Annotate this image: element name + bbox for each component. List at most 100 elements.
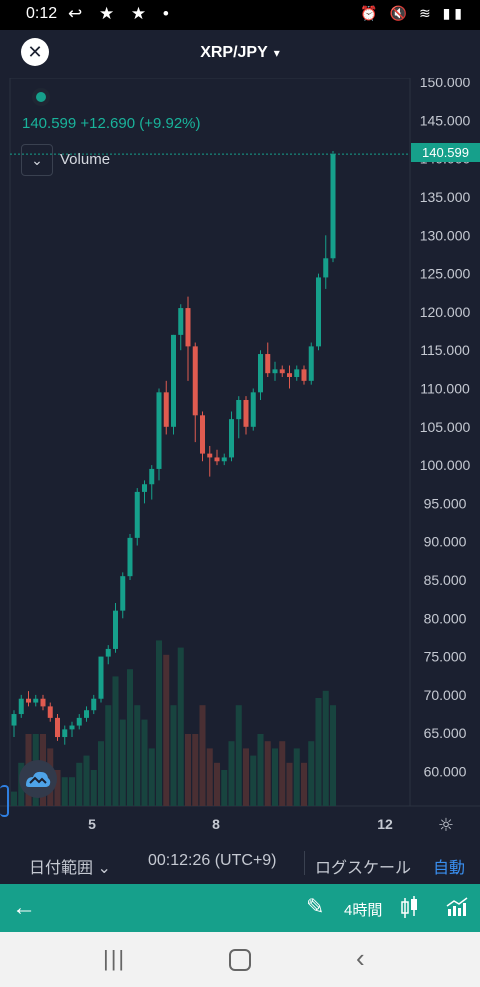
candle-body: [229, 419, 234, 458]
volume-bar: [83, 755, 90, 806]
chart-header: [0, 30, 480, 78]
quote-line: 140.599 +12.690 (+9.92%): [22, 115, 201, 132]
divider: [304, 851, 305, 875]
x-tick-label: 5: [88, 816, 96, 832]
chevron-down-icon: ▾: [273, 46, 280, 60]
candle-body: [98, 656, 104, 699]
candle-body: [156, 392, 162, 469]
candle-body: [243, 399, 249, 427]
candle-body: [69, 725, 75, 730]
indicators-icon[interactable]: [446, 897, 468, 917]
home-button[interactable]: [229, 949, 251, 971]
candle-body: [207, 453, 213, 458]
candle-body: [250, 392, 256, 427]
candle-body: [330, 154, 336, 259]
y-tick-label: 120.000: [420, 304, 471, 320]
volume-bar: [90, 770, 97, 806]
log-scale-toggle[interactable]: ログスケール: [315, 860, 412, 877]
x-axis-ticks: 5 8 12 ☼: [88, 815, 454, 836]
y-tick-label: 115.000: [420, 342, 470, 358]
volume-bar: [308, 741, 315, 806]
volume-bar: [148, 748, 155, 806]
y-tick-label: 75.000: [424, 649, 467, 665]
candle-body: [113, 610, 118, 649]
interval-selector[interactable]: 4時間: [344, 902, 383, 919]
volume-bar: [163, 654, 170, 806]
candle-body: [178, 308, 184, 335]
volume-bar: [322, 690, 329, 806]
price-chart[interactable]: 150.000145.000140.000135.000130.000125.0…: [0, 78, 480, 840]
pencil-icon[interactable]: ✎: [306, 894, 325, 919]
volume-bar: [250, 755, 257, 806]
y-tick-label: 60.000: [424, 764, 467, 780]
candlestick-type-icon[interactable]: [401, 896, 419, 920]
candle-body: [127, 537, 133, 577]
pair-selector[interactable]: XRP/JPY ▾: [0, 44, 480, 62]
scroll-handle[interactable]: [0, 785, 9, 817]
volume-label: Volume: [60, 151, 111, 168]
candle-body: [163, 392, 169, 427]
candles: [11, 151, 336, 745]
candle-body: [192, 346, 198, 416]
volume-bar: [134, 705, 141, 806]
volume-bar: [286, 762, 293, 806]
tradingview-logo-icon[interactable]: [19, 760, 57, 798]
volume-bar: [228, 741, 235, 806]
volume-bar: [98, 741, 104, 806]
candle-body: [279, 369, 285, 374]
volume-bar: [264, 741, 271, 806]
settings-gear-icon[interactable]: ☼: [438, 815, 454, 836]
notification-icons: ↩ ★ ★ •: [68, 4, 175, 23]
time-range-bar: 日付範囲 ⌄ 00:12:26 (UTC+9) ログスケール 自動: [0, 843, 480, 883]
volume-toggle-chevron-icon[interactable]: ⌄: [21, 144, 53, 176]
quote-change-pct: (+9.92%): [139, 115, 201, 132]
candle-body: [258, 354, 263, 393]
candle-body: [33, 698, 39, 703]
candle-body: [287, 373, 292, 378]
plot-frame: [9, 78, 411, 807]
candle-body: [142, 484, 147, 492]
last-price-tag: 140.599: [411, 143, 480, 162]
volume-bar: [61, 777, 68, 806]
volume-bar: [235, 705, 242, 806]
date-range-button[interactable]: 日付範囲 ⌄: [29, 860, 111, 877]
y-tick-label: 95.000: [424, 495, 467, 511]
y-tick-label: 65.000: [424, 725, 467, 741]
status-bar: 0:12 ↩ ★ ★ • ⏰ 🔇 ≋ ▮▮: [0, 0, 480, 30]
utc-clock[interactable]: 00:12:26 (UTC+9): [148, 852, 277, 869]
volume-bar: [293, 748, 300, 806]
candle-body: [84, 710, 89, 718]
candle-body: [134, 491, 140, 538]
xrp-logo-icon[interactable]: ✕: [21, 38, 49, 66]
y-tick-label: 150.000: [420, 78, 471, 90]
volume-bar: [156, 640, 162, 806]
volume-bar: [185, 734, 191, 806]
recent-apps-button[interactable]: |||: [103, 946, 127, 971]
candle-body: [272, 369, 278, 374]
auto-scale-toggle[interactable]: 自動: [433, 860, 466, 877]
candle-body: [308, 346, 314, 381]
volume-bar: [279, 741, 286, 806]
candle-body: [11, 714, 17, 726]
y-tick-label: 70.000: [424, 687, 467, 703]
volume-bar: [330, 705, 336, 806]
y-tick-label: 145.000: [420, 112, 471, 128]
volume-bar: [105, 705, 112, 806]
x-tick-label: 12: [377, 816, 393, 832]
volume-bar: [141, 719, 148, 806]
quote-price: 140.599: [22, 115, 77, 132]
volume-bar: [315, 698, 322, 806]
y-tick-label: 135.000: [420, 189, 471, 205]
candle-body: [120, 576, 126, 611]
status-time: 0:12: [26, 5, 58, 22]
y-tick-label: 125.000: [420, 266, 471, 282]
candle-body: [221, 457, 227, 462]
back-arrow-icon[interactable]: ←: [12, 894, 36, 921]
nav-back-button[interactable]: ‹: [356, 943, 365, 973]
candle-body: [185, 308, 191, 347]
x-tick-label: 8: [212, 816, 220, 832]
volume-bar: [119, 719, 126, 806]
candle-body: [18, 698, 24, 715]
volume-bar: [199, 705, 206, 806]
candle-body: [236, 399, 242, 420]
